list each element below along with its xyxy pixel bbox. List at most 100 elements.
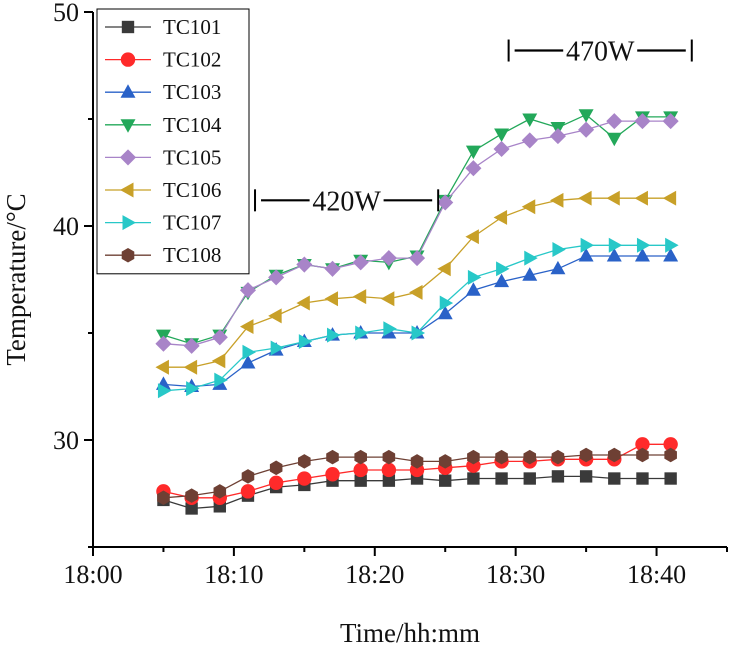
data-point xyxy=(183,359,198,375)
data-point xyxy=(634,113,651,130)
data-point xyxy=(354,449,367,465)
data-point xyxy=(552,242,566,258)
data-point xyxy=(298,334,313,350)
y-axis-title: Temperature/°C xyxy=(1,193,31,365)
data-point xyxy=(636,472,649,485)
legend-label: TC107 xyxy=(163,211,221,235)
data-point xyxy=(270,340,285,356)
data-point xyxy=(521,199,536,215)
series-layer xyxy=(155,109,679,515)
data-point xyxy=(494,273,510,288)
data-point xyxy=(155,335,172,352)
data-point xyxy=(296,295,310,311)
legend-label: TC102 xyxy=(163,48,221,72)
data-point xyxy=(439,295,454,311)
data-point xyxy=(578,247,594,262)
data-point xyxy=(409,284,423,300)
data-point xyxy=(467,472,480,485)
data-point xyxy=(183,337,200,354)
legend-item: TC106 xyxy=(105,178,221,202)
data-point xyxy=(383,321,397,337)
legend-marker xyxy=(121,247,135,263)
data-point xyxy=(352,254,369,271)
legend-item: TC108 xyxy=(105,243,221,267)
data-point xyxy=(157,490,170,506)
x-tick-label: 18:20 xyxy=(345,560,404,589)
data-point xyxy=(382,449,396,465)
data-point xyxy=(608,472,621,485)
annotation-label: 420W xyxy=(312,186,381,217)
legend-label: TC106 xyxy=(163,178,221,202)
legend-marker xyxy=(122,215,136,231)
data-point xyxy=(437,261,451,277)
data-point xyxy=(493,209,508,225)
data-point xyxy=(324,260,341,277)
data-point xyxy=(268,308,282,324)
data-point xyxy=(495,472,508,485)
data-point xyxy=(496,261,510,277)
data-point xyxy=(634,190,648,206)
data-point xyxy=(579,447,593,463)
data-point xyxy=(298,454,311,469)
data-point xyxy=(665,237,679,253)
data-point xyxy=(240,319,254,335)
data-point xyxy=(607,447,621,463)
data-point xyxy=(663,247,679,262)
x-tick-label: 18:00 xyxy=(63,560,122,589)
y-tick-label: 50 xyxy=(53,0,79,27)
data-point xyxy=(268,475,284,491)
data-point xyxy=(465,282,481,296)
data-point xyxy=(214,372,228,388)
data-point xyxy=(240,354,256,369)
data-point xyxy=(352,289,367,305)
data-point xyxy=(408,250,426,267)
data-point xyxy=(550,260,566,275)
data-point xyxy=(467,449,480,465)
data-point xyxy=(579,470,593,483)
data-point xyxy=(606,132,622,147)
data-point xyxy=(411,325,426,341)
series-TC105 xyxy=(155,113,679,354)
data-point xyxy=(437,305,453,320)
data-point xyxy=(211,329,228,346)
data-point xyxy=(549,128,566,145)
data-point xyxy=(578,109,594,123)
legend-label: TC104 xyxy=(163,113,222,137)
legend-label: TC108 xyxy=(163,243,221,267)
data-point xyxy=(268,269,285,286)
data-point xyxy=(241,469,255,484)
x-axis-title: Time/hh:mm xyxy=(340,618,480,648)
data-point xyxy=(495,449,508,465)
legend-marker xyxy=(119,149,137,166)
data-point xyxy=(580,237,595,253)
legend-item: TC104 xyxy=(105,113,222,137)
legend-item: TC107 xyxy=(105,211,221,235)
data-point xyxy=(439,474,452,487)
data-point xyxy=(578,190,592,206)
data-point xyxy=(524,250,538,266)
data-point xyxy=(465,145,481,160)
series-TC106 xyxy=(155,190,677,375)
data-point xyxy=(240,484,256,499)
y-tick-label: 40 xyxy=(53,212,79,241)
annotation-420W: 420W xyxy=(254,186,440,217)
annotation-470W: 470W xyxy=(507,37,693,68)
data-point xyxy=(155,359,169,375)
data-point xyxy=(380,250,397,267)
data-point xyxy=(662,190,677,206)
legend-label: TC105 xyxy=(163,145,221,169)
data-point xyxy=(606,247,622,262)
data-point xyxy=(297,471,312,486)
data-point xyxy=(606,190,620,206)
legend: TC101 TC102 TC103 TC104 TC105 TC106 TC107 TC108 xyxy=(96,8,250,275)
data-point xyxy=(438,454,452,469)
data-point xyxy=(608,237,623,253)
legend-item: TC103 xyxy=(105,80,221,104)
data-point xyxy=(467,269,482,285)
data-point xyxy=(549,192,564,208)
data-point xyxy=(157,383,172,399)
data-point xyxy=(355,325,369,341)
legend-marker xyxy=(120,52,136,67)
axes: 18:00 18:10 18:20 18:30 18:40 30 40 50 Time/hh:m… xyxy=(1,0,728,648)
